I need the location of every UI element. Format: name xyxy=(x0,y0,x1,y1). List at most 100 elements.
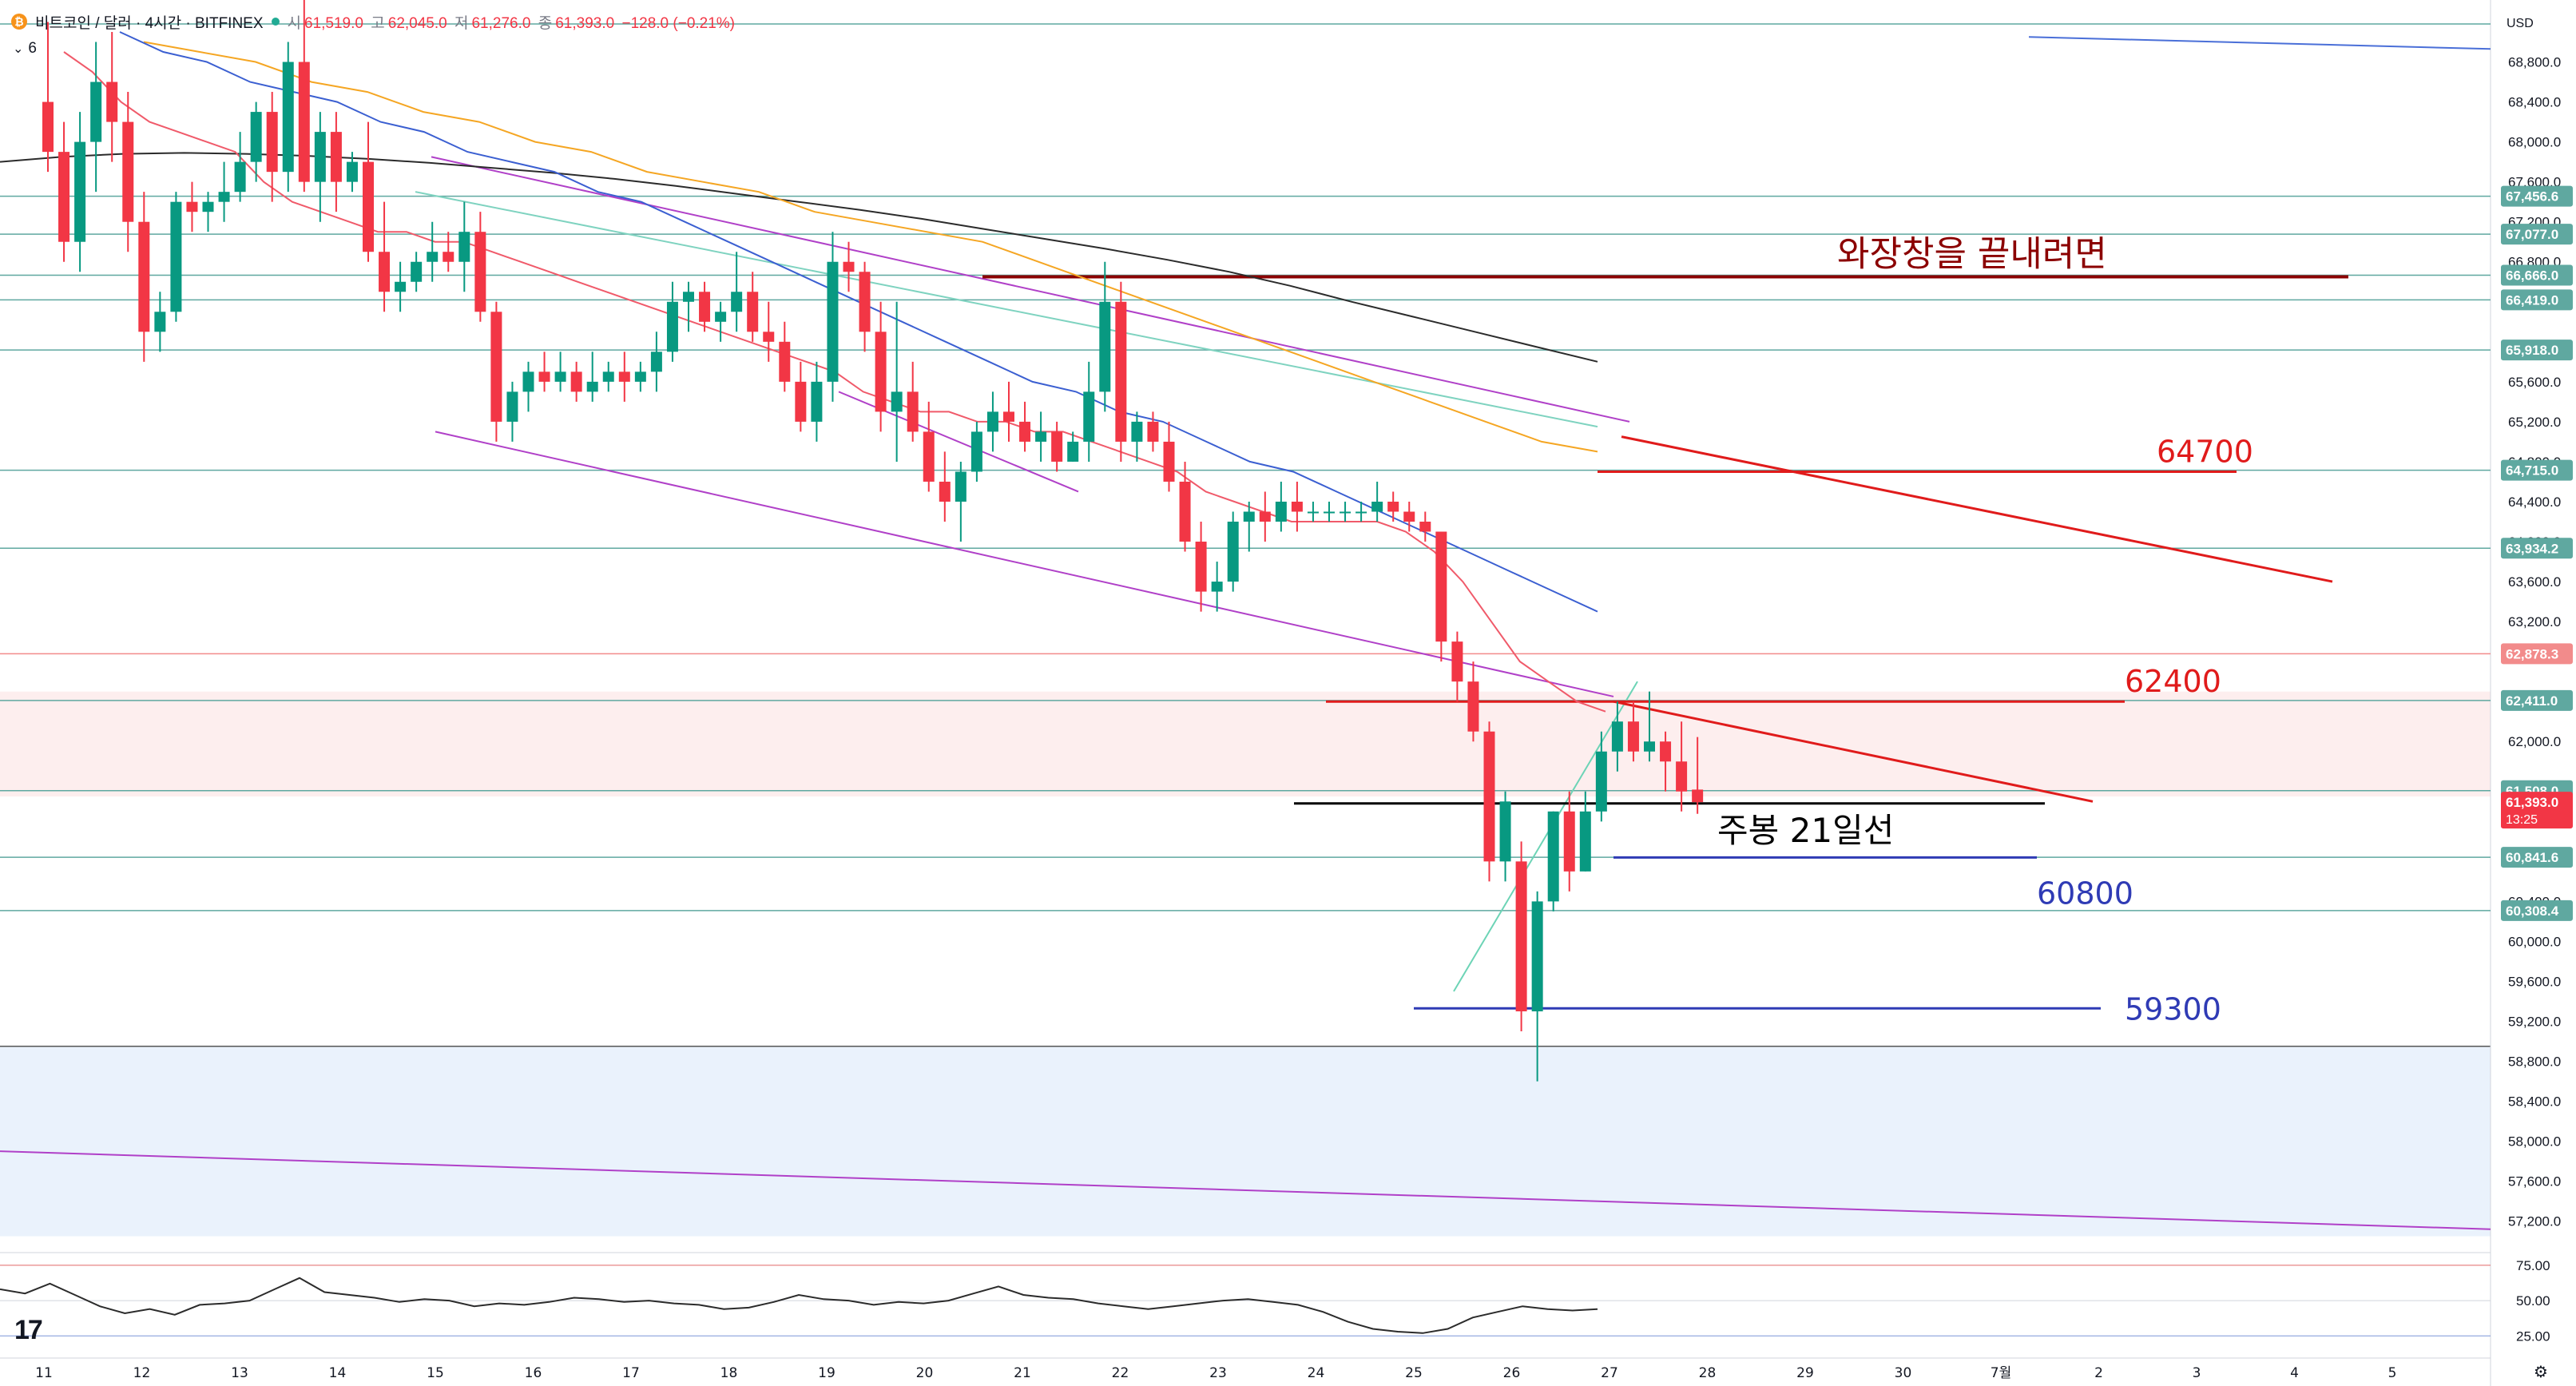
level-badge-label: 67,456.6 xyxy=(2506,189,2558,205)
candle-body xyxy=(1211,582,1223,592)
time-tick-label: 30 xyxy=(1895,1365,1912,1381)
symbol-header[interactable]: ₿ 비트코인 / 달러 · 4시간 · BITFINEX 시 61,519.0 고… xyxy=(11,8,738,35)
candle-body xyxy=(1307,511,1319,514)
level-badge xyxy=(2501,289,2573,311)
candle-body xyxy=(379,252,391,292)
candle-body xyxy=(1051,431,1063,462)
time-axis[interactable]: 11 12 13 14 15 16 17 18 19 20 21 22 23 24 25 26 27 28 29 30… xyxy=(35,1365,2396,1381)
symbol-title[interactable]: 비트코인 / 달러 · 4시간 · BITFINEX xyxy=(35,14,264,32)
candle-body xyxy=(411,261,423,282)
annotations: 와장창을 끝내려면 64700 62400 주봉 21일선 60800 59300 xyxy=(1717,234,2253,1027)
candle-body xyxy=(427,252,439,262)
candle-body xyxy=(747,292,759,332)
candle-body xyxy=(346,161,358,182)
time-tick-label: 7월 xyxy=(1991,1365,2011,1381)
candle-body xyxy=(779,341,791,382)
chart-annotation: 주봉 21일선 xyxy=(1717,811,1894,850)
candle-body xyxy=(699,292,711,322)
candle-body xyxy=(634,371,646,382)
candle-body xyxy=(1531,901,1543,1012)
time-tick-label: 4 xyxy=(2290,1365,2299,1381)
candle-body xyxy=(506,391,518,422)
level-badge xyxy=(2501,185,2573,207)
level-badge-label: 67,077.0 xyxy=(2506,227,2558,242)
resistance-zone xyxy=(0,691,2491,797)
candle-body xyxy=(1387,501,1399,512)
candle-body xyxy=(1195,542,1207,592)
candle-body xyxy=(1259,511,1271,522)
time-tick-label: 21 xyxy=(1014,1365,1031,1381)
red-downtrend-line xyxy=(1621,435,2333,583)
candle-body xyxy=(570,371,582,392)
level-badge-label: 62,878.3 xyxy=(2506,646,2558,661)
candle-body xyxy=(298,62,310,182)
candle-body xyxy=(474,232,486,312)
countdown-label: 13:25 xyxy=(2506,813,2538,827)
level-badge xyxy=(2501,689,2573,711)
chart-annotation: 와장창을 끝내려면 xyxy=(1837,234,2107,275)
chart-annotation: 62400 xyxy=(2125,664,2221,699)
rising-wedge-line xyxy=(1453,681,1638,992)
red-downtrend-line-2 xyxy=(1613,700,2094,803)
ma-50-line xyxy=(143,41,1598,453)
chart-annotation: 64700 xyxy=(2157,434,2253,469)
candle-body xyxy=(891,391,903,412)
price-tick-label: 63,600.0 xyxy=(2508,574,2561,590)
candle-body xyxy=(986,411,998,432)
price-axis[interactable]: USD68,800.068,400.068,000.067,600.067,20… xyxy=(2491,0,2576,1386)
candle-body xyxy=(1435,531,1447,642)
candle-body xyxy=(122,121,134,222)
candle-body xyxy=(170,201,182,312)
chevron-down-icon[interactable]: ⌄ xyxy=(13,42,24,56)
candle-body xyxy=(715,312,727,322)
candle-body xyxy=(1275,501,1287,522)
price-tick-label: 59,600.0 xyxy=(2508,974,2561,989)
price-tick-label: 68,800.0 xyxy=(2508,55,2561,70)
candle-body xyxy=(363,161,374,252)
time-tick-label: 17 xyxy=(622,1365,640,1381)
candle-body xyxy=(1371,501,1383,512)
candle-body xyxy=(538,371,550,382)
rsi-line xyxy=(0,1277,1598,1334)
candle-body xyxy=(1243,511,1255,522)
price-tick-label: 59,200.0 xyxy=(2508,1015,2561,1030)
price-tick-label: 58,000.0 xyxy=(2508,1134,2561,1150)
level-badge-label: 62,411.0 xyxy=(2506,693,2558,709)
candle-body xyxy=(763,332,775,342)
price-tick-label: 57,600.0 xyxy=(2508,1174,2561,1189)
time-tick-label: 15 xyxy=(427,1365,444,1381)
candle-body xyxy=(1660,741,1672,762)
chart-background xyxy=(0,0,2491,1386)
time-tick-label: 22 xyxy=(1112,1365,1129,1381)
level-badge-label: 60,841.6 xyxy=(2506,850,2558,865)
current-price-badge xyxy=(2501,792,2573,829)
candle-body xyxy=(731,292,743,312)
candle-body xyxy=(827,261,839,382)
level-badge-label: 66,666.0 xyxy=(2506,268,2558,284)
time-tick-label: 13 xyxy=(231,1365,248,1381)
candle-body xyxy=(74,141,86,242)
tradingview-logo[interactable]: 17 xyxy=(14,1315,43,1345)
level-badge xyxy=(2501,847,2573,868)
indicator-toggle[interactable]: ⌄ 6 xyxy=(13,40,37,58)
level-badge-label: 63,934.2 xyxy=(2506,541,2558,556)
candle-body xyxy=(795,381,807,422)
level-badge-label: 66,419.0 xyxy=(2506,292,2558,308)
candle-body xyxy=(1003,411,1014,422)
time-tick-label: 26 xyxy=(1503,1365,1521,1381)
horizontal-levels xyxy=(0,195,2491,911)
time-tick-label: 18 xyxy=(720,1365,738,1381)
time-tick-label: 29 xyxy=(1796,1365,1814,1381)
candle-body xyxy=(618,371,630,382)
candle-body xyxy=(1067,441,1079,462)
level-badge xyxy=(2501,643,2573,665)
time-tick-label: 24 xyxy=(1308,1365,1325,1381)
candlesticks xyxy=(42,0,1704,1082)
rsi-tick-label: 25.00 xyxy=(2516,1328,2550,1344)
candle-body xyxy=(586,381,598,392)
candle-body xyxy=(1627,721,1639,752)
candle-body xyxy=(602,371,614,382)
candle-body xyxy=(1035,431,1047,442)
level-badge xyxy=(2501,340,2573,361)
